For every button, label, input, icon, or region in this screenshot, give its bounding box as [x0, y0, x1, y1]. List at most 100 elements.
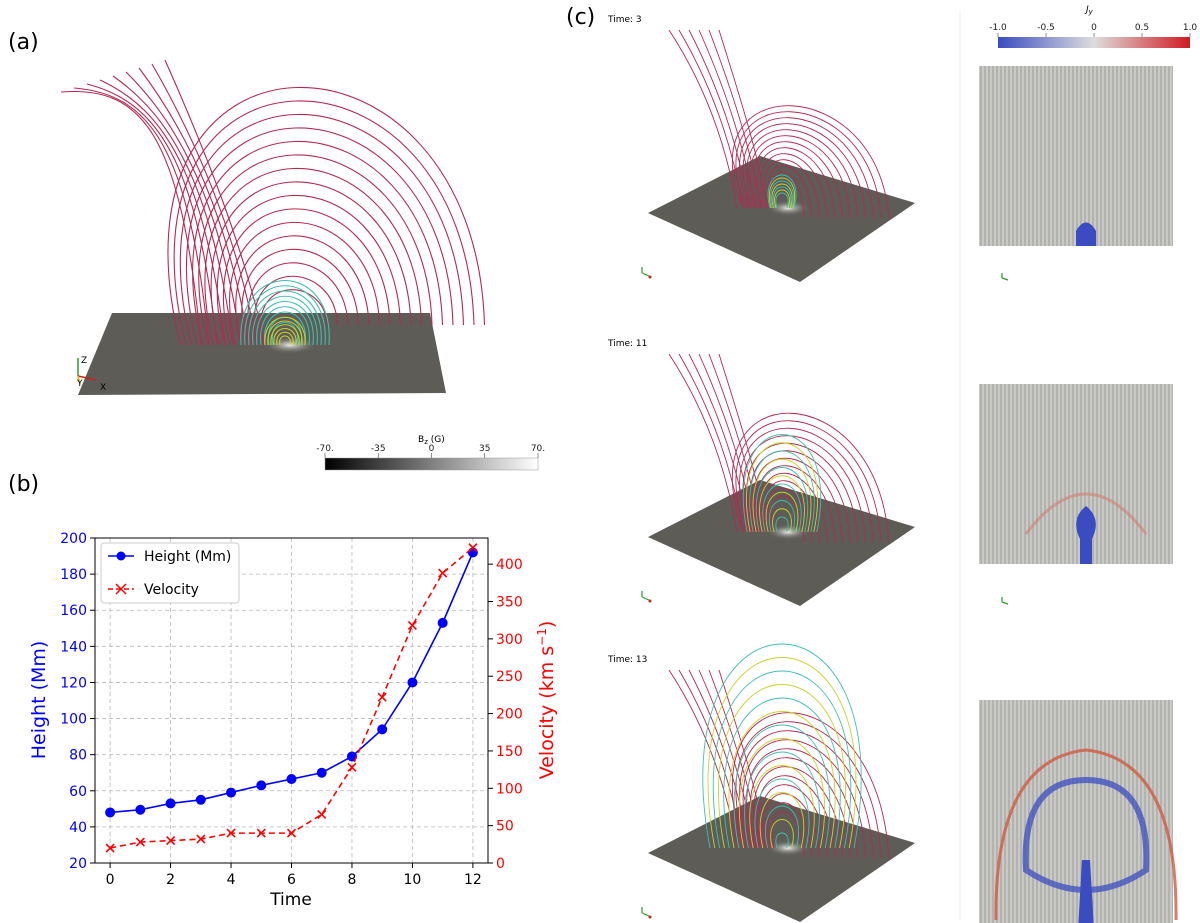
- y-axis-left-label: Height (Mm): [28, 641, 50, 760]
- snapshot-time-label: Time: 3: [607, 15, 642, 25]
- y-tick-left: 120: [60, 675, 87, 691]
- axis-z-label: Z: [81, 356, 87, 366]
- velocity-point: [377, 692, 387, 702]
- y-axis-right-label: Velocity (km s−1): [535, 621, 558, 780]
- velocity-point: [135, 837, 145, 847]
- y-tick-left: 200: [60, 531, 87, 547]
- bz-colorbar-title: Bz (G): [418, 435, 445, 446]
- field-line: [241, 248, 360, 346]
- field-line: [204, 167, 423, 346]
- snapshot-plane: [648, 156, 915, 282]
- x-tick: 6: [287, 872, 296, 888]
- y-tick-left: 80: [69, 748, 87, 764]
- field-line: [229, 221, 381, 346]
- jy-colorbar-title: Jy: [1084, 5, 1094, 16]
- axis-x-label: X: [100, 383, 106, 393]
- flux-rope-line: [248, 290, 322, 346]
- y-tick-right: 250: [496, 669, 523, 685]
- snapshot-axes-glyph: [641, 907, 650, 917]
- axes-triad: Z Y X: [76, 356, 106, 393]
- snapshot-plane: [648, 480, 915, 606]
- y-tick-right: 100: [496, 781, 523, 797]
- legend-height-label: Height (Mm): [144, 549, 231, 565]
- jy-colorbar-tick: -1.0: [989, 23, 1007, 33]
- velocity-point: [347, 762, 357, 772]
- height-point: [437, 617, 448, 628]
- legend-entry-height: Height (Mm): [108, 549, 231, 565]
- y-tick-left: 140: [60, 639, 87, 655]
- core-loop-line: [273, 328, 297, 346]
- legend-entry-velocity: Velocity: [108, 582, 199, 598]
- jy-colorbar: Jy -1.0 -0.5 0 0.5 1.0: [989, 5, 1197, 48]
- snapshot-time-label: Time: 13: [607, 655, 647, 665]
- jy-colorbar-tick: -0.5: [1037, 23, 1055, 33]
- velocity-point: [468, 543, 478, 553]
- photosphere-plane: [78, 313, 446, 395]
- bz-colorbar-gradient: [324, 457, 539, 471]
- field-line: [192, 140, 444, 346]
- field-line: [173, 100, 475, 346]
- flux-rope-line: [252, 295, 318, 346]
- panel-label-a: (a): [8, 30, 39, 55]
- open-field-line: [73, 87, 210, 346]
- snapshot-flux-rope: [742, 434, 822, 533]
- x-tick: 2: [166, 872, 175, 888]
- height-point: [165, 798, 176, 809]
- y-tick-left: 60: [69, 784, 87, 800]
- chart-series: [105, 543, 478, 853]
- x-axis-ticks: 0 2 4 6 8 10 12: [106, 863, 482, 888]
- field-line: [210, 181, 412, 346]
- flux-rope-line: [256, 300, 314, 346]
- y-tick-left: 100: [60, 712, 87, 728]
- snapshot-flux-rope: [767, 174, 797, 209]
- x-tick: 0: [106, 872, 115, 888]
- velocity-point: [286, 828, 297, 838]
- legend-velocity-label: Velocity: [144, 582, 199, 598]
- field-line: [198, 154, 433, 346]
- velocity-point: [256, 828, 266, 838]
- y-tick-right: 0: [496, 856, 505, 872]
- height-point: [286, 774, 297, 785]
- y-tick-right: 50: [496, 819, 514, 835]
- snapshot-time-label: Time: 11: [607, 339, 647, 349]
- height-point: [346, 751, 357, 762]
- y-tick-right: 400: [496, 557, 523, 573]
- x-tick: 4: [227, 872, 236, 888]
- panel-c-snapshots: Jy -1.0 -0.5 0 0.5 1.0 Time: 3 Time: 11 Time: …: [607, 5, 1197, 923]
- x-tick: 12: [464, 872, 482, 888]
- panel-label-b: (b): [8, 472, 40, 497]
- core-loop-line: [264, 316, 306, 346]
- field-line: [235, 235, 370, 346]
- jy-colorbar-tick: 0.5: [1135, 23, 1149, 33]
- panel-a-field-rendering: Z Y X Bz (G) -70. -35 0 35 70.: [60, 59, 545, 471]
- y-tick-left: 160: [60, 603, 87, 619]
- y-tick-left: 20: [69, 856, 87, 872]
- flux-rope-line: [260, 306, 310, 346]
- y-tick-right: 200: [496, 707, 523, 723]
- snapshot-flux-rope: [702, 643, 862, 849]
- flux-rope-line: [264, 311, 306, 346]
- field-line: [253, 275, 339, 346]
- velocity-point: [317, 809, 327, 820]
- y-axis-right-ticks: 0 50 100 150 200 250 300 350 400: [488, 557, 523, 872]
- open-field-line: [99, 79, 226, 346]
- panel-label-c: (c): [566, 5, 596, 30]
- chart-grid: [95, 537, 488, 864]
- y-axis-left-ticks: 20 40 60 80 100 120 140 160 180 200: [60, 531, 95, 872]
- snapshot-field-lines: [668, 353, 890, 543]
- y-tick-right: 150: [496, 744, 523, 760]
- flux-rope-line: [271, 321, 299, 346]
- jy-slice-panel: [979, 384, 1173, 564]
- field-line: [185, 127, 454, 346]
- open-field-line: [138, 67, 250, 346]
- height-point: [226, 787, 237, 798]
- y-tick-left: 180: [60, 567, 87, 583]
- y-tick-right: 350: [496, 595, 523, 611]
- field-line: [179, 113, 465, 346]
- height-point: [316, 767, 327, 778]
- velocity-point: [438, 568, 448, 578]
- y-tick-left: 40: [69, 820, 87, 836]
- flux-rope-line: [244, 285, 326, 346]
- velocity-point: [226, 828, 236, 838]
